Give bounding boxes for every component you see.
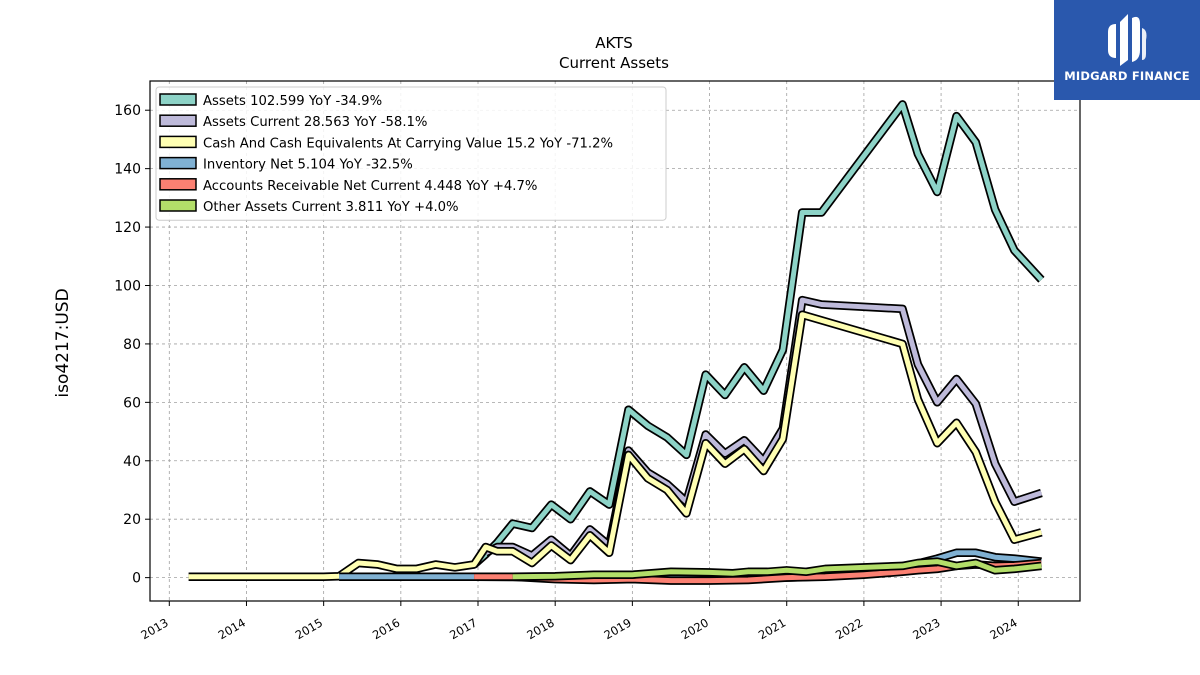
y-tick-label: 40: [123, 454, 141, 470]
x-tick-label: 2021: [756, 615, 788, 642]
legend-label: Assets Current 28.563 YoY -58.1%: [203, 115, 427, 130]
y-tick-label: 20: [123, 512, 141, 528]
y-tick-label: 0: [132, 571, 141, 587]
y-tick-label: 60: [123, 395, 141, 411]
legend-label: Accounts Receivable Net Current 4.448 Yo…: [203, 179, 537, 194]
legend-label: Other Assets Current 3.811 YoY +4.0%: [203, 200, 459, 215]
series-line: [472, 101, 1044, 567]
chart-subtitle: Current Assets: [559, 54, 669, 72]
brand-name: MIDGARD FINANCE: [1064, 69, 1190, 83]
x-tick-label: 2015: [293, 615, 325, 642]
x-tick-label: 2017: [447, 615, 479, 642]
legend-swatch: [159, 178, 197, 191]
legend-swatch: [159, 114, 197, 127]
series-3: [188, 310, 1043, 582]
x-tick-label: 2020: [679, 615, 711, 642]
legend-label: Inventory Net 5.104 YoY -32.5%: [203, 158, 413, 173]
legend-label: Assets 102.599 YoY -34.9%: [203, 94, 382, 109]
midgard-logo-icon: [1108, 14, 1147, 66]
y-tick-label: 120: [114, 220, 141, 236]
legend-swatch: [159, 135, 197, 149]
series-1: [471, 100, 1045, 568]
x-tick-label: 2022: [833, 615, 865, 642]
legend-swatch: [159, 199, 197, 212]
plot-frame: [149, 80, 1081, 602]
x-tick-label: 2024: [987, 615, 1019, 642]
series-line: [484, 297, 1043, 559]
x-tick-label: 2019: [602, 615, 634, 642]
legend-swatch: [159, 93, 197, 106]
series-line: [188, 312, 1043, 580]
series-6: [512, 557, 1042, 582]
x-tick-label: 2023: [910, 615, 942, 642]
series-line: [512, 559, 1042, 580]
series-2: [483, 295, 1043, 560]
x-tick-label: 2013: [138, 615, 170, 642]
y-tick-label: 140: [114, 162, 141, 178]
x-tick-label: 2014: [216, 615, 248, 642]
x-tick-label: 2018: [524, 615, 556, 642]
legend-label: Cash And Cash Equivalents At Carrying Va…: [203, 136, 613, 151]
series-layer: [188, 100, 1045, 585]
legend: Assets 102.599 YoY -34.9% Assets Current …: [155, 86, 667, 221]
y-tick-label: 160: [114, 103, 141, 119]
y-tick-label: 80: [123, 337, 141, 353]
brand-logo: MIDGARD FINANCE: [1054, 0, 1200, 100]
y-tick-label: 100: [114, 278, 141, 294]
y-axis-label: iso4217:USD: [53, 288, 73, 397]
legend-swatch: [159, 156, 197, 170]
x-tick-label: 2016: [370, 615, 402, 642]
chart-title: AKTS: [595, 34, 633, 52]
legend-box: [155, 86, 667, 221]
